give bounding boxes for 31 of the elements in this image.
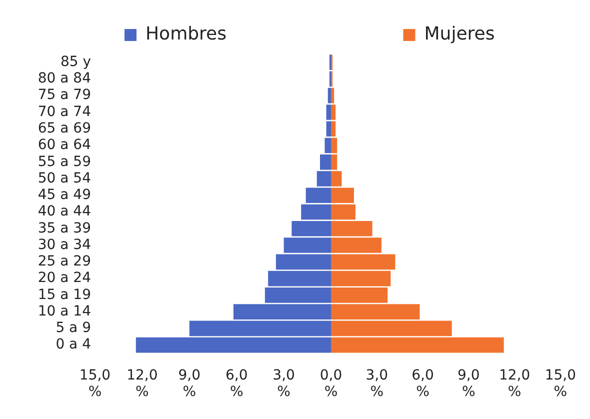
x-tick-label: 9,0 % <box>178 367 201 400</box>
x-tick-label: 15,0 % <box>544 367 576 400</box>
y-tick-label: 35 a 39 <box>38 220 91 236</box>
legend-label: Hombres <box>146 24 226 45</box>
y-tick-label: 65 a 69 <box>38 120 91 136</box>
y-tick-label: 30 a 34 <box>38 236 92 253</box>
y-tick-label: 55 a 59 <box>38 154 91 170</box>
y-tick-label: 25 a 29 <box>38 254 91 270</box>
y-tick-label: 50 a 54 <box>38 170 92 186</box>
y-tick-label: 10 a 14 <box>38 303 92 320</box>
y-tick-label: 85 y <box>60 54 91 70</box>
x-tick-label: 9,0 % <box>458 367 480 400</box>
y-tick-label: 80 a 84 <box>38 70 92 87</box>
x-tick-label: 3,0 % <box>366 367 388 400</box>
y-tick-label: 5 a 9 <box>56 320 91 336</box>
legend-label: Mujeres <box>424 24 495 45</box>
y-tick-label: 15 a 19 <box>38 286 91 303</box>
y-tick-label: 0 a 4 <box>56 336 92 353</box>
y-tick-label: 40 a 44 <box>38 204 92 220</box>
y-tick-label: 20 a 24 <box>38 270 92 286</box>
x-tick-label: 12,0 % <box>498 367 530 400</box>
y-tick-label: 45 a 49 <box>38 187 91 204</box>
x-tick-label: 6,0 % <box>225 367 248 400</box>
x-tick-label: 12,0 % <box>126 367 158 400</box>
x-tick-label: 15,0 % <box>79 367 111 400</box>
x-tick-label: 3,0 % <box>272 367 295 400</box>
y-tick-label: 70 a 74 <box>38 104 92 120</box>
x-tick-label: 0,0 % <box>320 367 342 400</box>
y-tick-label: 60 a 64 <box>38 137 92 154</box>
x-tick-label: 6,0 % <box>412 367 434 400</box>
y-tick-label: 75 a 79 <box>38 87 91 104</box>
